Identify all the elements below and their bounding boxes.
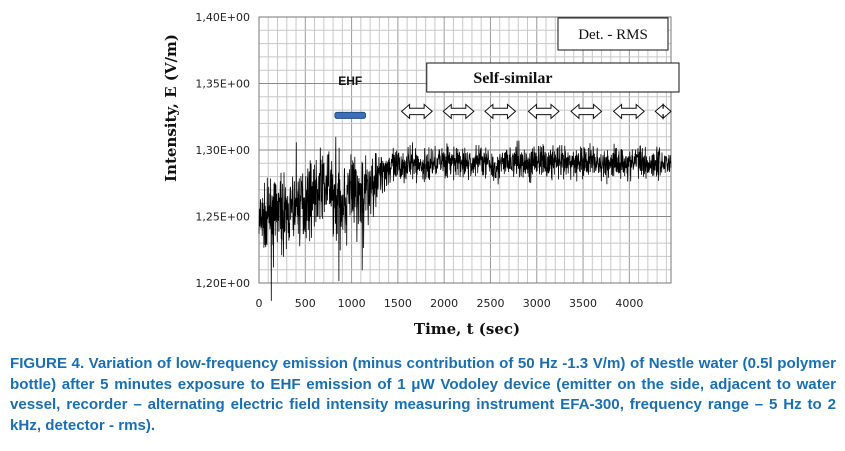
y-tick-label: 1,25E+00 [195,211,250,224]
x-tick-label: 3000 [523,297,551,310]
x-axis-title: Time, t (sec) [414,320,520,338]
series-layer [258,136,672,301]
figure-caption: FIGURE 4. Variation of low-frequency emi… [10,355,836,434]
legend-box [557,17,669,51]
y-tick-label: 1,30E+00 [195,144,250,157]
plot-frame [258,16,672,284]
x-tick-label: 2500 [476,297,504,310]
y-tick-labels: 1,20E+00 1,25E+00 1,30E+00 1,35E+00 1,40E+00 [195,11,250,290]
period-double-arrow [654,103,672,120]
self-similar-label: Self-similar [473,70,552,87]
series-line [258,136,672,301]
x-tick-label: 4000 [615,297,643,310]
x-tick-label: 1500 [384,297,412,310]
x-tick-label: 3500 [569,297,597,310]
y-axis-title: Intensity, E (V/m) [162,34,180,182]
legend-text: Det. - RMS [578,27,648,43]
period-double-arrow [527,103,560,120]
x-tick-label: 2000 [430,297,458,310]
period-double-arrow [570,103,603,120]
ehf-label: EHF [338,74,362,88]
ehf-exposure-bar [334,111,366,119]
chart: 1,20E+00 1,25E+00 1,30E+00 1,35E+00 1,40E+00… [162,11,680,338]
y-tick-label: 1,35E+00 [195,78,250,91]
grid [258,16,672,284]
period-double-arrow [612,103,645,120]
period-double-arrow [442,103,475,120]
x-tick-labels: 0 500 1000 1500 2000 2500 3000 3500 4000 [256,297,644,310]
period-double-arrow [484,103,517,120]
y-tick-label: 1,20E+00 [195,277,250,290]
x-tick-label: 1000 [338,297,366,310]
x-tick-label: 0 [256,297,263,310]
y-tick-label: 1,40E+00 [195,11,250,24]
x-tick-label: 500 [295,297,316,310]
period-double-arrow [400,103,433,120]
self-similar-box [426,62,680,93]
annotations-layer [400,103,672,120]
